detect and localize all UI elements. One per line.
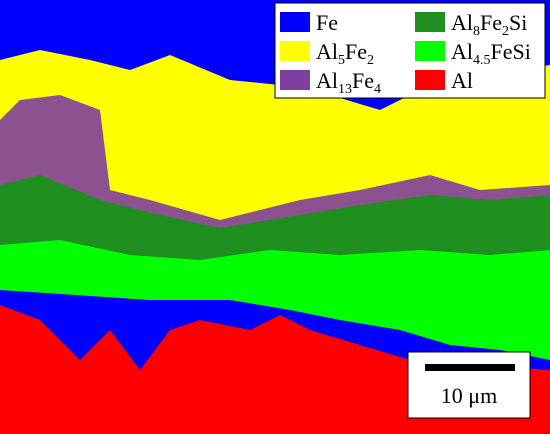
- legend-label: Al4.5FeSi: [451, 39, 531, 68]
- label-part: Fe: [480, 10, 502, 35]
- legend-label: Fe: [316, 10, 338, 35]
- label-part: FeSi: [491, 39, 531, 64]
- scale-bar-label: 10 μm: [441, 383, 497, 408]
- al45fesi-region: [0, 240, 550, 360]
- subscript: 4.5: [473, 53, 491, 68]
- subscript: 2: [502, 24, 509, 39]
- label-part: Fe: [352, 68, 374, 93]
- subscript: 2: [367, 53, 374, 68]
- subscript: 4: [374, 82, 381, 97]
- subscript: 8: [473, 24, 480, 39]
- legend-label: Al5Fe2: [316, 39, 374, 68]
- scale-bar-box: [407, 351, 531, 419]
- legend-swatch: [280, 41, 310, 61]
- label-part: Fe: [316, 10, 338, 35]
- legend-label: Al13Fe4: [316, 68, 381, 97]
- legend-swatch: [415, 12, 445, 32]
- label-part: Fe: [345, 39, 367, 64]
- subscript: 5: [338, 53, 345, 68]
- al8fe2si-region: [0, 175, 550, 265]
- legend-label: Al8Fe2Si: [451, 10, 527, 39]
- label-part: Al: [451, 39, 473, 64]
- label-part: Si: [509, 10, 527, 35]
- legend-swatch: [415, 70, 445, 90]
- subscript: 13: [338, 82, 352, 97]
- legend-box: [274, 2, 546, 99]
- label-part: Al: [451, 10, 473, 35]
- label-part: Al: [451, 68, 473, 93]
- legend-label: Al: [451, 68, 473, 93]
- legend-swatch: [280, 70, 310, 90]
- legend-swatch: [280, 12, 310, 32]
- scale-bar: [425, 364, 515, 371]
- label-part: Al: [316, 39, 338, 64]
- legend-swatch: [415, 41, 445, 61]
- label-part: Al: [316, 68, 338, 93]
